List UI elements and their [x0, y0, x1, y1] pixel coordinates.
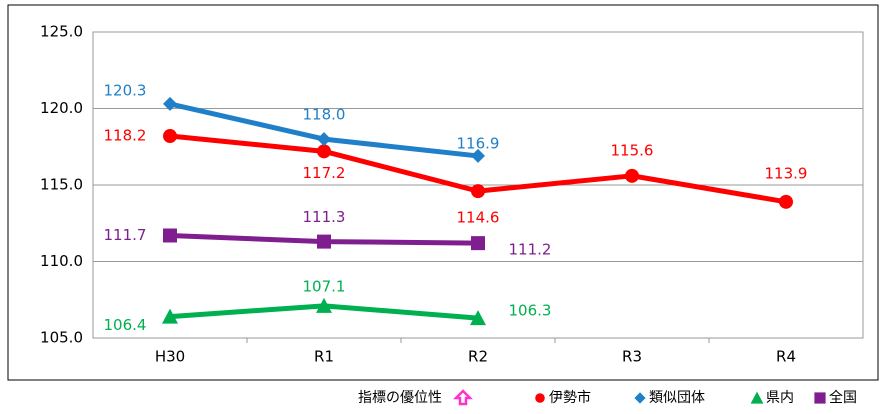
y-tick-label: 120.0: [40, 99, 83, 117]
y-tick-label: 115.0: [40, 176, 83, 194]
point-marker: [470, 310, 486, 326]
data-label: 106.3: [509, 302, 552, 320]
y-tick-label: 105.0: [40, 329, 83, 347]
data-label: 118.0: [303, 106, 346, 124]
point-marker: [316, 297, 332, 313]
legend-note: 指標の優位性: [358, 390, 442, 406]
data-label: 117.2: [303, 164, 346, 182]
data-label: 116.9: [457, 134, 500, 152]
data-label: 111.7: [104, 226, 147, 244]
point-marker: [163, 129, 177, 144]
x-tick-label: R1: [314, 348, 334, 366]
legend-marker: [535, 393, 545, 403]
point-marker: [163, 228, 177, 243]
point-marker: [317, 132, 331, 147]
data-label: 114.6: [457, 209, 500, 227]
point-marker: [779, 194, 793, 209]
data-label: 106.4: [104, 316, 147, 334]
data-label: 118.2: [104, 127, 147, 145]
legend-label: 県内: [766, 390, 794, 406]
point-marker: [163, 96, 177, 111]
point-marker: [162, 308, 178, 324]
data-label: 111.2: [509, 241, 552, 259]
data-label: 111.3: [303, 208, 346, 226]
data-label: 107.1: [303, 277, 346, 295]
data-label: 120.3: [104, 81, 147, 99]
point-marker: [471, 184, 485, 199]
y-tick-label: 125.0: [40, 23, 83, 41]
legend-marker: [814, 392, 826, 404]
data-label: 115.6: [611, 141, 654, 159]
x-tick-label: R4: [776, 348, 796, 366]
legend-label: 全国: [829, 389, 857, 406]
point-marker: [317, 234, 331, 249]
legend-label: 類似団体: [649, 390, 705, 406]
point-marker: [471, 148, 485, 163]
point-marker: [317, 144, 331, 159]
data-label: 113.9: [765, 164, 808, 182]
x-tick-label: R2: [468, 348, 488, 366]
point-marker: [471, 236, 485, 251]
point-marker: [625, 168, 639, 183]
legend-marker: [634, 392, 646, 404]
x-tick-label: H30: [155, 348, 185, 366]
legend-label: 伊勢市: [549, 389, 591, 406]
x-tick-label: R3: [622, 348, 642, 366]
arrow-icon: [452, 389, 474, 406]
y-tick-label: 110.0: [40, 252, 83, 270]
legend-marker: [750, 391, 764, 404]
